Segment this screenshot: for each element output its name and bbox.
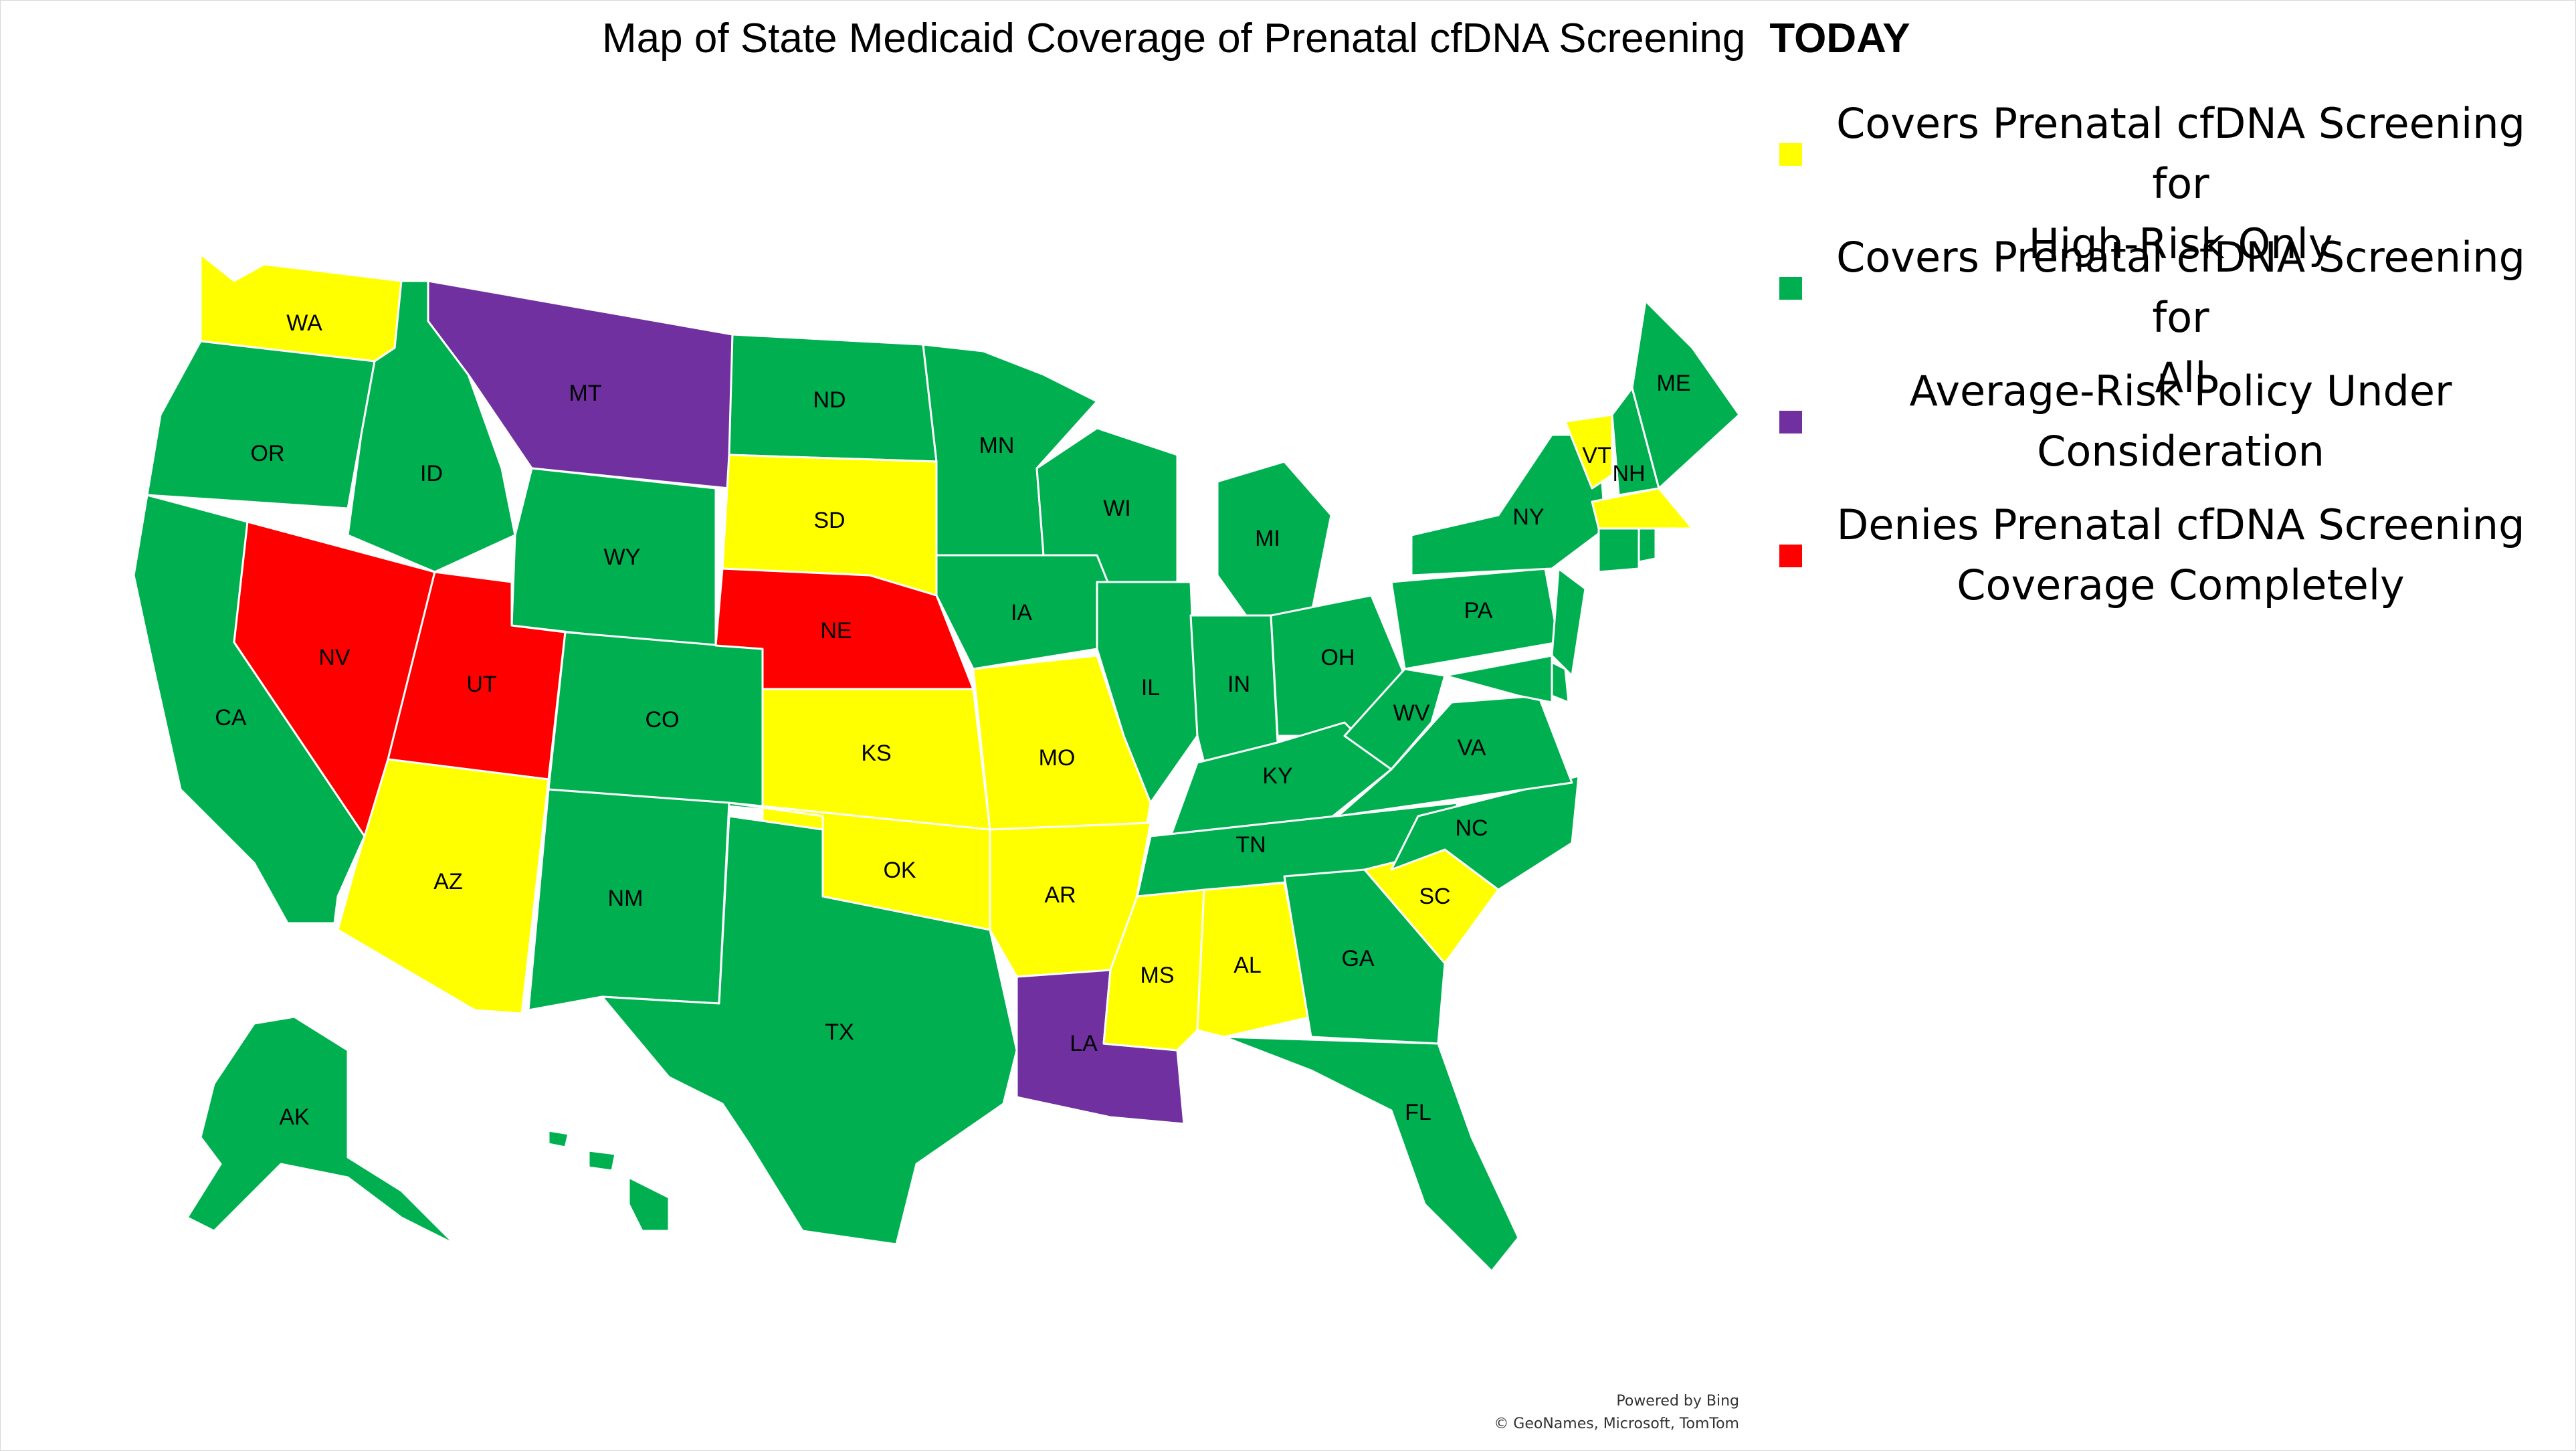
legend: Covers Prenatal cfDNA Screening for High… bbox=[1779, 94, 2549, 629]
legend-line: Covers Prenatal cfDNA Screening for bbox=[1836, 99, 2525, 208]
state-label-ar: AR bbox=[1044, 882, 1076, 908]
state-label-tn: TN bbox=[1235, 832, 1266, 858]
legend-swatch-purple bbox=[1779, 411, 1802, 433]
state-label-vt: VT bbox=[1582, 443, 1611, 468]
state-nj bbox=[1551, 567, 1587, 677]
legend-swatch-green bbox=[1779, 277, 1802, 300]
state-ri bbox=[1638, 527, 1657, 563]
state-label-wa: WA bbox=[286, 310, 322, 336]
state-label-co: CO bbox=[646, 707, 680, 733]
legend-line: Covers Prenatal cfDNA Screening for bbox=[1836, 233, 2525, 342]
state-label-al: AL bbox=[1233, 953, 1262, 978]
state-hi bbox=[547, 1129, 670, 1232]
state-label-or: OR bbox=[251, 441, 285, 466]
state-label-ca: CA bbox=[215, 705, 247, 731]
state-me bbox=[1631, 300, 1741, 490]
legend-swatch-yellow bbox=[1779, 143, 1802, 166]
state-label-fl: FL bbox=[1405, 1100, 1431, 1125]
legend-line: All bbox=[2155, 353, 2207, 402]
state-label-il: IL bbox=[1141, 675, 1160, 700]
state-ct bbox=[1597, 527, 1640, 573]
state-label-ok: OK bbox=[883, 858, 916, 883]
state-label-nd: ND bbox=[813, 387, 846, 413]
state-wv bbox=[1343, 668, 1446, 771]
legend-swatch-red bbox=[1779, 545, 1802, 567]
state-il bbox=[1096, 581, 1199, 804]
legend-item-all: Covers Prenatal cfDNA Screening for All bbox=[1779, 227, 2549, 402]
state-label-wi: WI bbox=[1103, 496, 1131, 521]
state-label-mt: MT bbox=[569, 381, 601, 406]
legend-item-high-risk: Covers Prenatal cfDNA Screening for High… bbox=[1779, 94, 2549, 268]
legend-label: Covers Prenatal cfDNA Screening for All bbox=[1819, 227, 2542, 408]
legend-line: Coverage Completely bbox=[1957, 561, 2405, 609]
state-label-ak: AK bbox=[279, 1104, 310, 1130]
legend-label: Average-Risk Policy Under Consideration bbox=[1819, 361, 2542, 482]
state-label-nc: NC bbox=[1455, 815, 1488, 841]
state-label-az: AZ bbox=[433, 869, 462, 894]
legend-line: Consideration bbox=[2037, 427, 2324, 476]
state-label-oh: OH bbox=[1321, 645, 1355, 670]
state-ma bbox=[1591, 487, 1694, 530]
state-tx bbox=[601, 815, 1018, 1246]
state-label-ia: IA bbox=[1011, 600, 1032, 625]
attribution-sources: © GeoNames, Microsoft, TomTom bbox=[1494, 1416, 1739, 1432]
state-label-va: VA bbox=[1458, 735, 1486, 761]
state-vt bbox=[1564, 413, 1613, 490]
map-attribution: Powered by Bing © GeoNames, Microsoft, T… bbox=[1458, 1390, 1739, 1436]
state-ny bbox=[1410, 433, 1607, 577]
state-label-sd: SD bbox=[813, 508, 845, 533]
state-label-id: ID bbox=[420, 461, 443, 486]
state-label-ga: GA bbox=[1341, 946, 1374, 971]
state-fl bbox=[1223, 1036, 1520, 1272]
attribution-powered-by: Powered by Bing bbox=[1616, 1393, 1739, 1410]
state-label-nv: NV bbox=[318, 645, 351, 670]
state-label-wv: WV bbox=[1393, 700, 1430, 726]
state-label-wy: WY bbox=[604, 545, 641, 570]
title-emphasis: TODAY bbox=[1769, 15, 1910, 62]
state-label-mn: MN bbox=[979, 433, 1015, 458]
state-label-ny: NY bbox=[1512, 504, 1544, 530]
state-label-sc: SC bbox=[1419, 884, 1450, 909]
state-label-ky: KY bbox=[1262, 763, 1292, 789]
title-main: Map of State Medicaid Coverage of Prenat… bbox=[602, 15, 1746, 62]
state-label-tx: TX bbox=[825, 1020, 854, 1045]
state-label-ms: MS bbox=[1141, 963, 1175, 988]
state-label-pa: PA bbox=[1464, 598, 1493, 623]
state-label-nm: NM bbox=[608, 886, 643, 911]
state-label-mi: MI bbox=[1255, 526, 1280, 551]
state-az bbox=[336, 758, 550, 1015]
legend-label: Covers Prenatal cfDNA Screening for High… bbox=[1819, 94, 2542, 274]
legend-item-under-consideration: Average-Risk Policy Under Consideration bbox=[1779, 361, 2549, 495]
legend-line: Average-Risk Policy Under bbox=[1909, 367, 2452, 415]
state-label-nh: NH bbox=[1612, 461, 1645, 486]
state-or bbox=[146, 340, 376, 510]
state-label-ne: NE bbox=[820, 618, 852, 644]
state-al bbox=[1196, 882, 1312, 1038]
state-label-ut: UT bbox=[466, 672, 496, 697]
state-label-in: IN bbox=[1227, 672, 1250, 697]
state-label-me: ME bbox=[1657, 371, 1691, 396]
state-ga bbox=[1283, 868, 1446, 1045]
state-nc bbox=[1390, 775, 1580, 891]
state-md bbox=[1444, 654, 1553, 704]
legend-item-denies: Denies Prenatal cfDNA Screening Coverage… bbox=[1779, 495, 2549, 629]
legend-line: Denies Prenatal cfDNA Screening bbox=[1836, 500, 2525, 549]
state-label-ks: KS bbox=[861, 741, 891, 766]
map-title: Map of State Medicaid Coverage of Prenat… bbox=[602, 15, 1910, 62]
state-va bbox=[1336, 694, 1573, 817]
state-ak bbox=[186, 1015, 456, 1246]
legend-line: High-Risk Only bbox=[2028, 219, 2333, 268]
state-label-mo: MO bbox=[1039, 745, 1076, 771]
legend-label: Denies Prenatal cfDNA Screening Coverage… bbox=[1819, 495, 2542, 615]
state-label-la: LA bbox=[1070, 1031, 1098, 1056]
